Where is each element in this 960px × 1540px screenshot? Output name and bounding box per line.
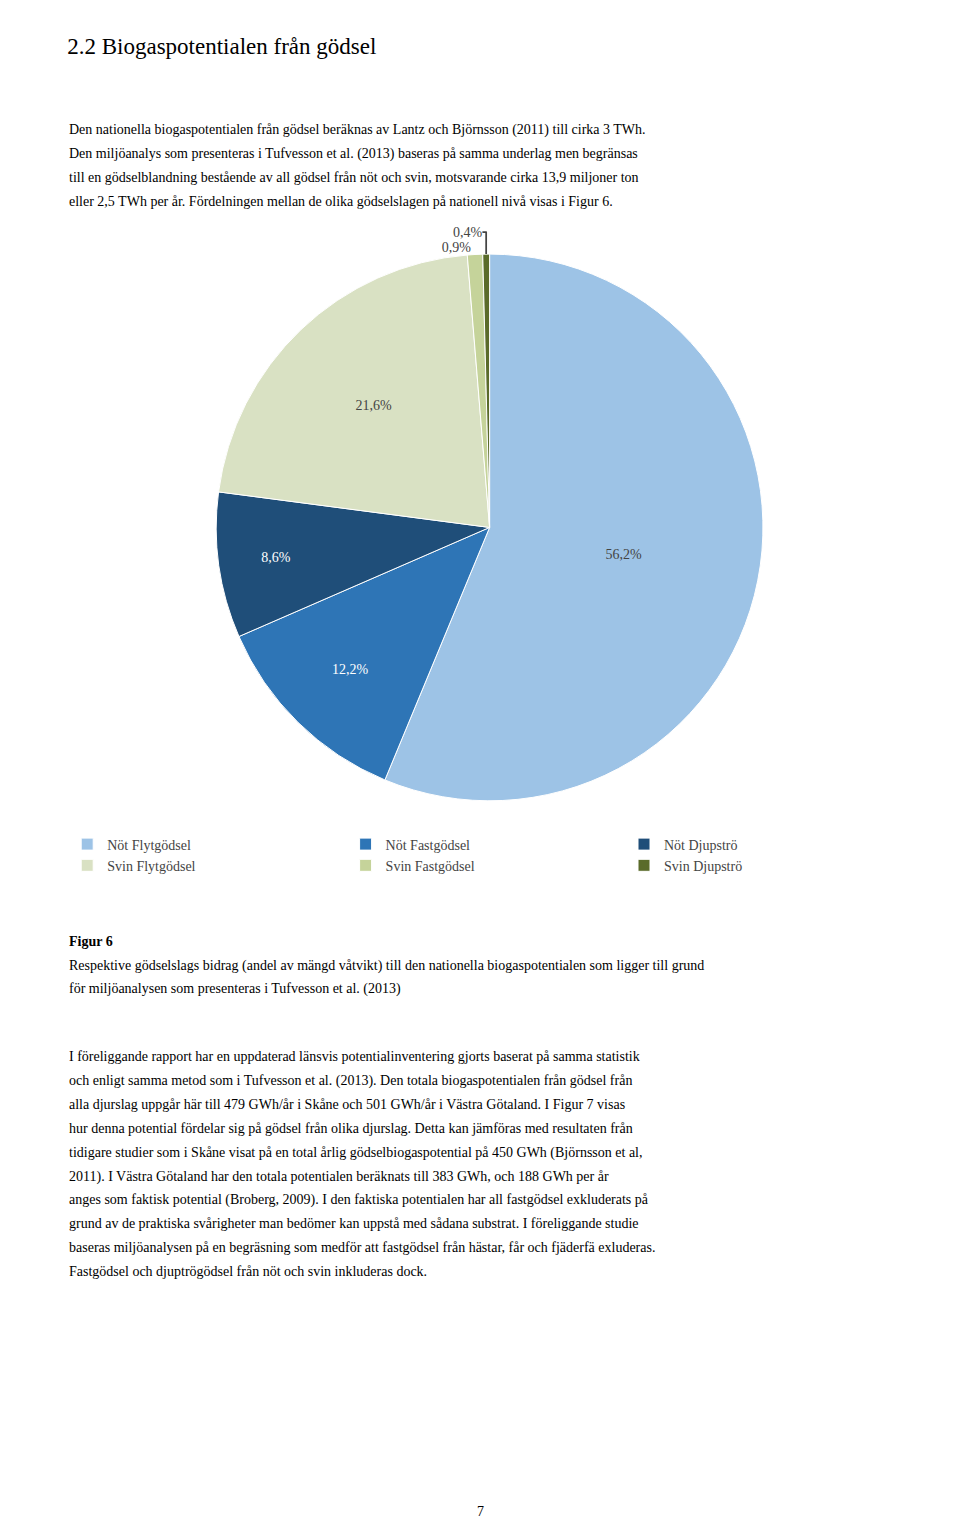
svg-text:hur denna potential fördelar s: hur denna potential fördelar sig på göds… [69,1121,633,1136]
svg-text:alla djurslag uppgår här till: alla djurslag uppgår här till 479 GWh/år… [69,1097,625,1112]
svg-text:Svin Flytgödsel: Svin Flytgödsel [107,859,195,874]
svg-text:Nöt Djupströ: Nöt Djupströ [664,838,738,853]
svg-text:grund av de praktiska svårighe: grund av de praktiska svårigheter man be… [69,1216,639,1231]
svg-text:2011). I Västra Götaland har d: 2011). I Västra Götaland har den totala … [69,1169,609,1185]
svg-text:56,2%: 56,2% [605,547,642,562]
svg-text:baseras miljöanalysen på en be: baseras miljöanalysen på en begräsning s… [69,1240,655,1255]
svg-text:till en gödselblandning beståe: till en gödselblandning bestående av all… [69,170,639,185]
svg-text:Nöt Flytgödsel: Nöt Flytgödsel [107,838,191,853]
svg-text:I föreliggande rapport har en: I föreliggande rapport har en uppdaterad… [69,1049,640,1064]
svg-text:tidigare studier som i Skåne v: tidigare studier som i Skåne visat på en… [69,1145,643,1161]
svg-text:0,4%: 0,4% [453,225,483,240]
svg-text:Svin Djupströ: Svin Djupströ [664,859,742,874]
svg-text:för miljöanalysen som presente: för miljöanalysen som presenteras i Tufv… [69,981,401,997]
svg-text:0,9%: 0,9% [442,240,472,255]
svg-text:Den miljöanalys som presentera: Den miljöanalys som presenteras i Tufves… [69,146,638,162]
svg-text:eller 2,5 TWh per år. Fördelni: eller 2,5 TWh per år. Fördelningen mella… [69,194,613,209]
svg-text:Svin Fastgödsel: Svin Fastgödsel [386,859,475,874]
svg-text:2.2 Biogaspotentialen från göd: 2.2 Biogaspotentialen från gödsel [67,34,376,59]
svg-text:anges som faktisk potential (B: anges som faktisk potential (Broberg, 20… [69,1192,649,1208]
svg-text:och enligt samma metod som i T: och enligt samma metod som i Tufvesson e… [69,1073,632,1089]
svg-text:12,2%: 12,2% [332,662,369,677]
svg-text:21,6%: 21,6% [356,398,393,413]
svg-text:Den nationella biogaspotential: Den nationella biogaspotentialen från gö… [69,122,646,138]
svg-text:Fastgödsel och djuptrögödsel f: Fastgödsel och djuptrögödsel från nöt oc… [69,1264,427,1279]
svg-text:7: 7 [477,1504,484,1519]
svg-text:8,6%: 8,6% [261,550,291,565]
svg-text:Nöt Fastgödsel: Nöt Fastgödsel [386,838,471,853]
svg-text:Figur 6: Figur 6 [69,934,113,949]
svg-text:Respektive gödselslags bidrag: Respektive gödselslags bidrag (andel av … [69,958,704,974]
